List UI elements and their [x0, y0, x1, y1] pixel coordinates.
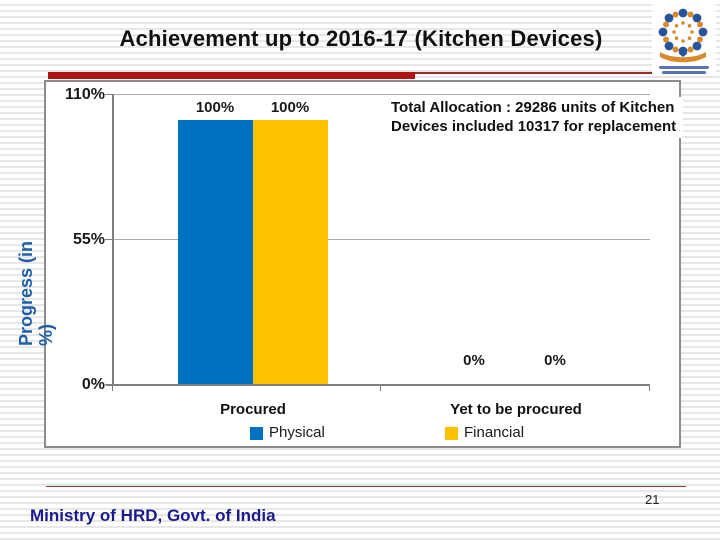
legend-label-financial: Financial	[464, 424, 525, 441]
chart-container	[44, 80, 681, 448]
x-axis-tick	[649, 385, 650, 391]
data-label-yet-financial: 0%	[544, 352, 566, 369]
x-axis-tick	[112, 385, 113, 391]
x-axis-tick	[380, 385, 381, 391]
allocation-note: Total Allocation : 29286 units of Kitche…	[389, 97, 683, 138]
data-label-yet-physical: 0%	[463, 352, 485, 369]
category-label-procured: Procured	[220, 401, 286, 418]
title-divider-bar	[48, 72, 415, 79]
legend-label-physical: Physical	[269, 424, 325, 441]
footer-text: Ministry of HRD, Govt. of India	[30, 506, 276, 525]
data-label-procured-physical: 100%	[195, 99, 235, 116]
mid-day-meal-logo	[652, 2, 716, 76]
legend-swatch-financial	[445, 427, 458, 440]
gridline-110	[113, 94, 650, 95]
slide-title: Achievement up to 2016-17 (Kitchen Devic…	[119, 26, 603, 51]
data-label-procured-financial: 100%	[270, 99, 310, 116]
y-tick-label-110: 110%	[64, 86, 105, 103]
bar-procured-physical	[178, 120, 253, 384]
page-number: 21	[645, 492, 660, 507]
legend-swatch-physical	[250, 427, 263, 440]
y-axis-title-line2: %)	[36, 324, 56, 346]
y-tick-label-0: 0%	[81, 376, 105, 393]
logo-emblem-icon	[658, 8, 709, 74]
y-axis-title-line1: Progress (in	[16, 240, 36, 346]
category-label-yet-to-be-procured: Yet to be procured	[450, 401, 582, 418]
x-axis-line	[106, 384, 650, 386]
title-divider-line	[415, 72, 714, 74]
bar-procured-financial	[253, 120, 328, 384]
y-axis-tick	[105, 239, 113, 240]
gridline-55	[113, 239, 650, 240]
y-axis-tick	[105, 94, 113, 95]
y-axis-line	[112, 94, 114, 385]
y-axis-title: Progress (in %)	[16, 192, 56, 346]
y-axis-tick	[105, 384, 113, 385]
y-tick-label-55: 55%	[72, 231, 105, 248]
footer-divider	[46, 486, 686, 487]
